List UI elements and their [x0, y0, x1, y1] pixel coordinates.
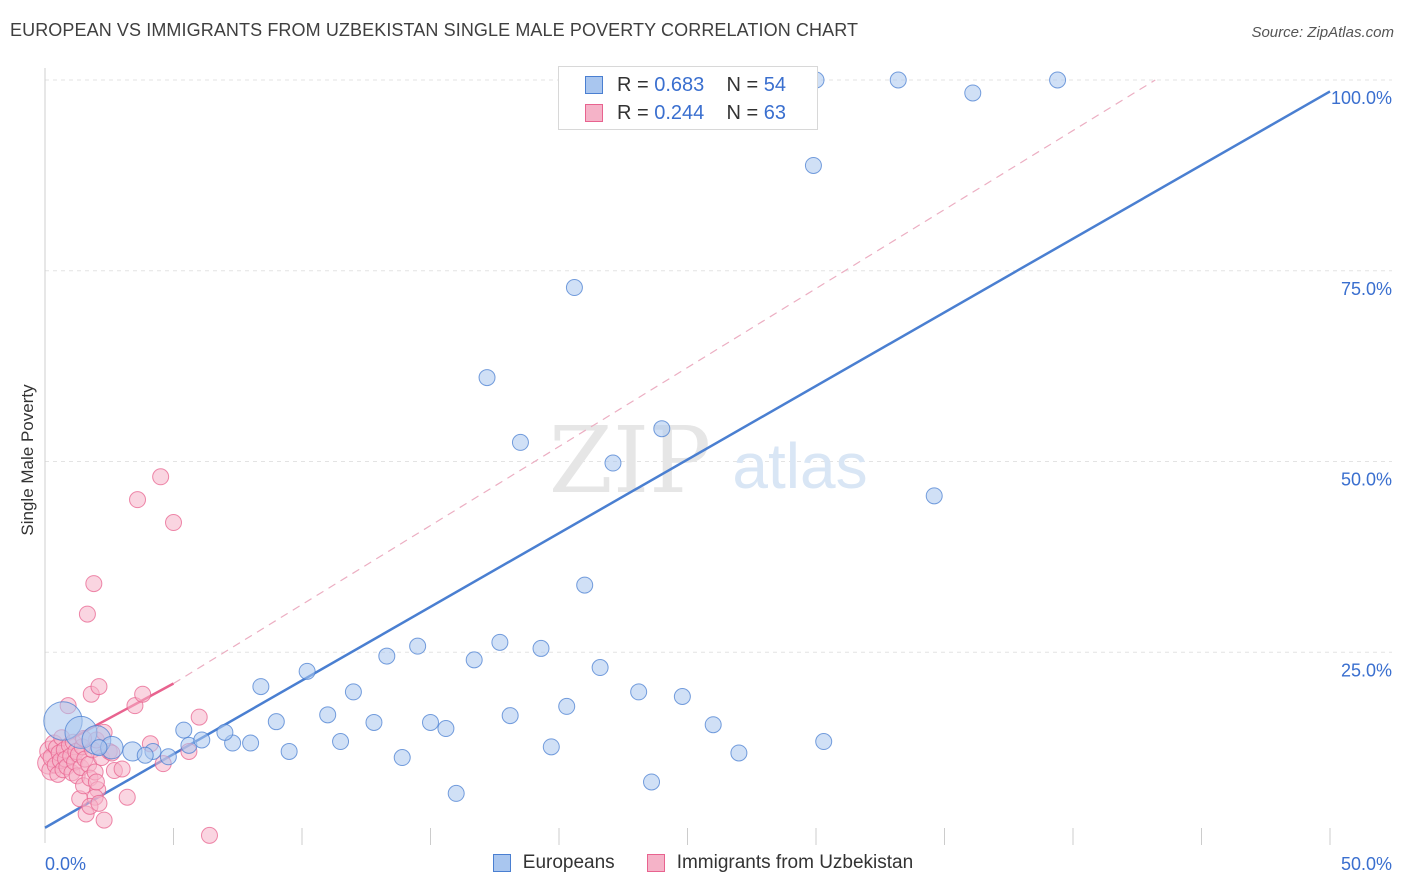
- y-tick-label: 75.0%: [1341, 279, 1392, 299]
- data-point-europeans: [422, 713, 439, 731]
- legend-swatch-immigrants: [585, 104, 603, 122]
- data-point-europeans: [576, 576, 594, 594]
- tick-labels: 25.0% 50.0% 75.0% 100.0% 0.0% 50.0%: [45, 88, 1392, 874]
- trend-line-europeans: [44, 90, 1331, 829]
- chart-title: EUROPEAN VS IMMIGRANTS FROM UZBEKISTAN S…: [10, 20, 859, 40]
- data-point-immigrants: [152, 468, 170, 486]
- data-point-europeans: [889, 71, 907, 89]
- data-point-europeans: [673, 688, 691, 706]
- data-point-europeans: [532, 639, 550, 657]
- data-point-immigrants: [87, 773, 105, 791]
- data-point-europeans: [815, 733, 833, 751]
- data-point-europeans: [332, 733, 350, 751]
- data-point-europeans: [216, 723, 234, 741]
- series-legend: Europeans Immigrants from Uzbekistan: [0, 852, 1406, 874]
- data-point-europeans: [193, 731, 211, 749]
- data-point-europeans: [409, 637, 427, 655]
- data-point-immigrants: [165, 514, 182, 532]
- data-point-europeans: [280, 742, 298, 760]
- legend-r-label: R =: [617, 101, 649, 124]
- data-point-europeans: [437, 720, 455, 738]
- data-point-europeans: [925, 487, 943, 505]
- data-point-europeans: [704, 716, 722, 734]
- data-point-europeans: [491, 633, 509, 651]
- data-point-europeans: [252, 678, 270, 696]
- y-tick-label: 25.0%: [1341, 660, 1392, 680]
- series-legend-label: Europeans: [522, 852, 615, 873]
- data-point-europeans: [267, 713, 285, 731]
- data-point-europeans: [730, 744, 748, 762]
- data-point-europeans: [478, 369, 496, 387]
- data-point-europeans: [175, 721, 193, 739]
- data-point-immigrants: [118, 788, 136, 806]
- series-legend-immigrants[interactable]: Immigrants from Uzbekistan: [646, 852, 914, 874]
- series-immigrants-points: [37, 468, 218, 844]
- data-point-europeans: [447, 784, 465, 802]
- data-point-immigrants: [200, 826, 218, 844]
- series-legend-europeans[interactable]: Europeans: [492, 852, 615, 874]
- series-europeans-points: [43, 71, 1067, 802]
- data-point-europeans: [378, 647, 396, 665]
- data-point-europeans: [1049, 71, 1067, 89]
- legend-r-label: R =: [617, 73, 649, 96]
- legend-r-value: 0.683: [654, 73, 705, 96]
- data-point-europeans: [964, 84, 982, 102]
- data-point-immigrants: [90, 678, 108, 696]
- data-point-europeans: [630, 683, 648, 701]
- data-point-europeans: [319, 706, 337, 724]
- legend-n-label: N =: [726, 101, 759, 124]
- legend-n-label: N =: [726, 73, 759, 96]
- data-point-europeans: [393, 749, 411, 767]
- data-point-europeans: [159, 748, 177, 766]
- legend-n-value: 54: [763, 73, 787, 96]
- data-point-europeans: [804, 156, 822, 174]
- data-point-europeans: [344, 683, 362, 701]
- data-point-europeans: [643, 773, 661, 791]
- data-point-europeans: [242, 734, 260, 752]
- legend-r-value: 0.244: [654, 101, 705, 124]
- gridlines: [45, 79, 1392, 653]
- data-point-europeans: [90, 739, 108, 757]
- data-point-immigrants: [78, 605, 96, 623]
- series-legend-swatch-europeans: [492, 854, 511, 872]
- data-point-europeans: [511, 433, 529, 451]
- watermark: ZIP atlas: [549, 407, 868, 514]
- legend-row-immigrants: R = 0.244 N = 63: [585, 101, 786, 125]
- data-point-immigrants: [129, 491, 147, 509]
- data-point-immigrants: [95, 811, 113, 829]
- series-legend-label: Immigrants from Uzbekistan: [676, 852, 914, 873]
- data-point-europeans: [542, 738, 560, 756]
- data-point-europeans: [136, 746, 154, 764]
- data-point-immigrants: [190, 708, 208, 726]
- data-point-europeans: [365, 713, 383, 731]
- watermark-atlas: atlas: [732, 430, 867, 502]
- trend-line-immigrants-extended: [173, 79, 1156, 685]
- data-point-europeans: [501, 707, 519, 725]
- x-tick-label-min: 0.0%: [45, 854, 86, 874]
- data-point-immigrants: [113, 760, 131, 778]
- legend-row-europeans: R = 0.683 N = 54: [585, 73, 786, 97]
- x-tick-label-max: 50.0%: [1341, 854, 1392, 874]
- legend: R = 0.683 N = 54 R = 0.244 N = 63: [558, 66, 818, 130]
- data-point-immigrants: [90, 794, 108, 812]
- y-tick-label: 50.0%: [1341, 470, 1392, 490]
- data-point-immigrants: [134, 685, 152, 703]
- y-tick-label: 100.0%: [1331, 88, 1392, 108]
- data-point-europeans: [298, 662, 316, 680]
- data-point-europeans: [465, 651, 483, 669]
- data-point-europeans: [653, 420, 671, 438]
- series-legend-swatch-immigrants: [646, 854, 665, 872]
- data-point-immigrants: [85, 575, 103, 593]
- legend-n-value: 63: [763, 101, 787, 124]
- data-point-europeans: [604, 454, 622, 472]
- data-point-europeans: [558, 697, 576, 715]
- data-point-europeans: [591, 659, 609, 677]
- data-point-europeans: [565, 279, 583, 297]
- source-label: Source: ZipAtlas.com: [1251, 24, 1394, 41]
- legend-swatch-europeans: [585, 76, 603, 94]
